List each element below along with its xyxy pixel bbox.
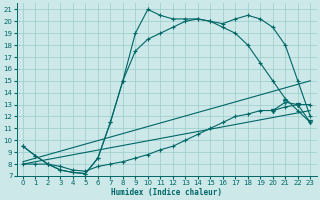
X-axis label: Humidex (Indice chaleur): Humidex (Indice chaleur) bbox=[111, 188, 222, 197]
